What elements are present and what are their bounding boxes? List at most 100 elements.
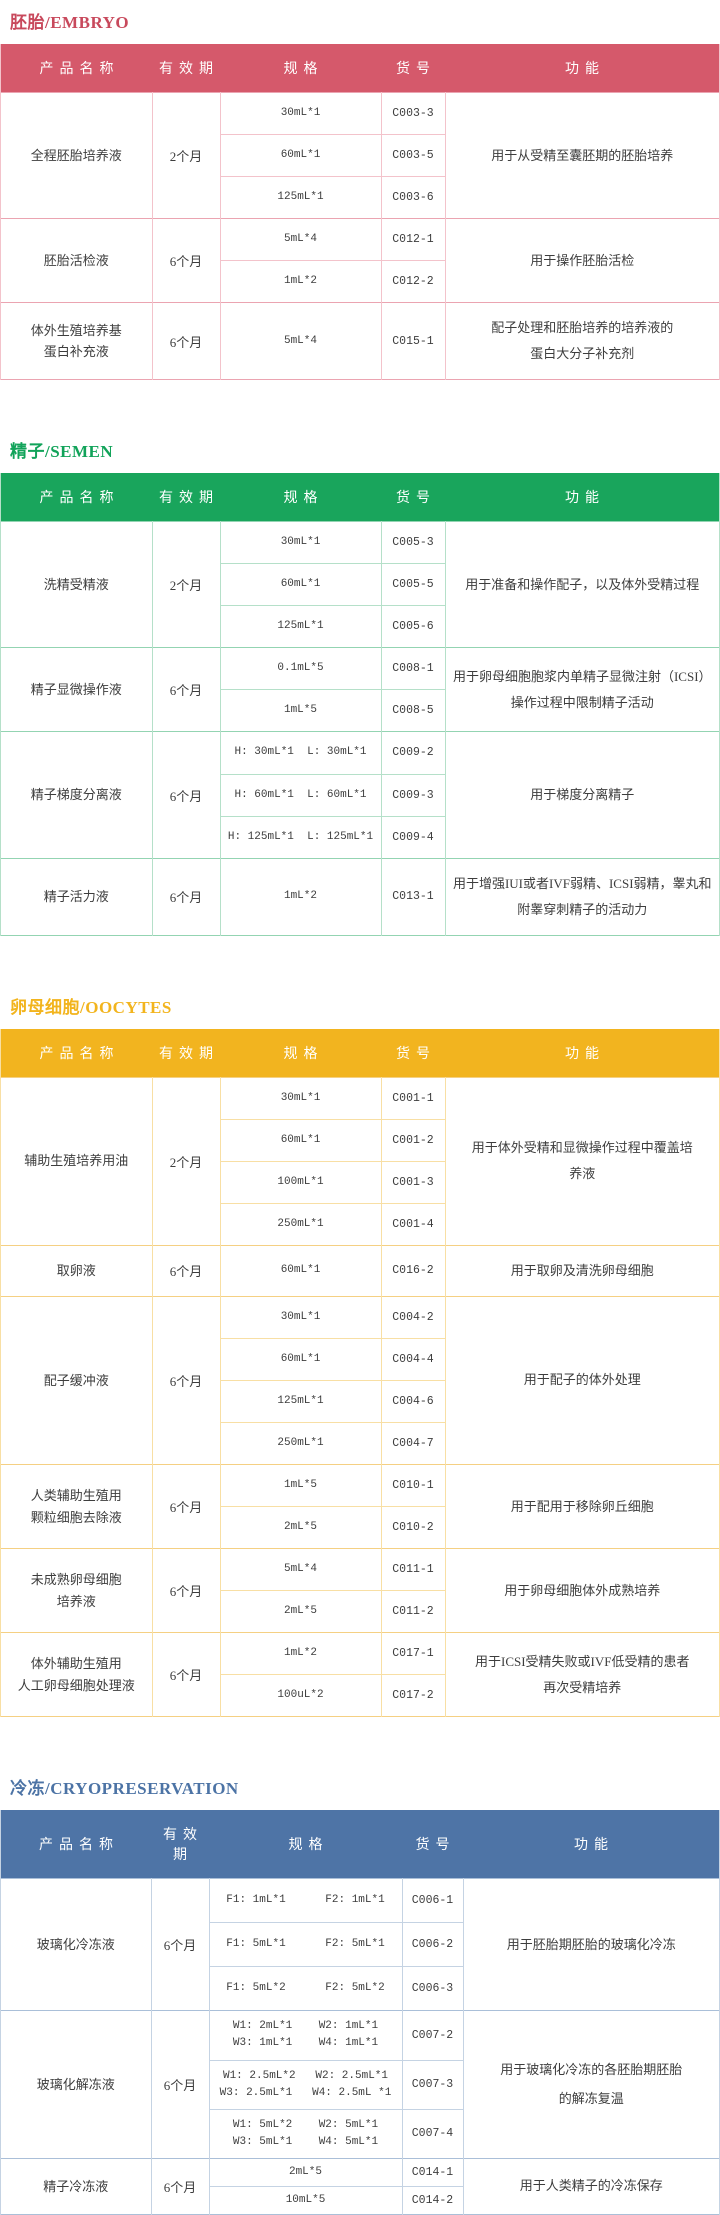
column-header: 有效期 — [152, 1028, 220, 1078]
product-row: 1mL*2 C012-2 — [1, 260, 720, 303]
catalog-number-cell: C001-4 — [380, 1202, 446, 1246]
product-row: 人类辅助生殖用 颗粒细胞去除液 6个月 1mL*5 C010-1 用于配用于移除卵丘细胞 — [0, 1463, 720, 1549]
column-header: 货号 — [381, 1028, 445, 1078]
product-name-cell: 未成熟卵母细胞 培养液 — [0, 1548, 153, 1633]
catalog-number-cell: C017-1 — [380, 1632, 446, 1675]
column-header: 有效期 — [151, 1810, 209, 1879]
catalog-number-cell: C004-7 — [380, 1421, 446, 1465]
product-row: 配子缓冲液 6个月 30mL*1 C004-2 用于配子的体外处理 — [0, 1295, 720, 1465]
spec-cell: 125mL*1 — [219, 605, 382, 648]
product-name-cell: 玻璃化解冻液 — [0, 2010, 152, 2159]
product-name-cell: 玻璃化冷冻液 — [0, 1878, 152, 2011]
oocytes-products-table: 产品名称 有效期 规格 货号 功能 辅助生殖培养用油 2个月 30mL*1 C001-1 用于体外… — [0, 1028, 720, 1718]
catalog-number-cell: C005-5 — [380, 563, 446, 606]
spec-cell: F1: 5mL*1 F2: 5mL*1 — [208, 1922, 403, 1967]
column-header: 有效期 — [152, 473, 220, 522]
product-row: 250mL*1 C001-4 — [1, 1202, 720, 1246]
catalog-number-cell: C012-2 — [380, 260, 446, 303]
product-row: 60mL*1 C001-2 — [1, 1118, 720, 1162]
catalog-number-cell: C007-3 — [401, 2059, 464, 2110]
function-cell: 用于取卵及清洗卵母细胞 — [444, 1244, 720, 1297]
function-cell: 用于配子的体外处理 — [444, 1295, 720, 1465]
product-name-cell: 胚胎活检液 — [0, 218, 153, 303]
catalog-number-cell: C016-2 — [380, 1244, 446, 1297]
spec-cell: 30mL*1 — [219, 91, 382, 135]
embryo-products-table: 产品名称 有效期 规格 货号 功能 全程胚胎培养液 2个月 30mL*1 C003-3 用于从受精… — [0, 44, 720, 381]
column-header: 有效期 — [152, 44, 220, 93]
validity-cell: 2个月 — [151, 1076, 221, 1246]
product-row: 体外辅助生殖用 人工卵母细胞处理液 6个月 1mL*2 C017-1 用于ICSI受精失… — [0, 1632, 720, 1717]
spec-cell: 2mL*5 — [219, 1506, 382, 1549]
section-oocytes: 卵母细胞/OOCYTES 产品名称 有效期 规格 货号 功能 辅助生殖培养用油 2个月 30m… — [0, 993, 720, 1718]
function-cell: 用于人类精子的冷冻保存 — [462, 2157, 720, 2215]
spec-cell: W1: 5mL*2 W2: 5mL*1 W3: 5mL*1 W4: 5mL*1 — [208, 2108, 403, 2159]
catalog-number-cell: C008-1 — [380, 647, 446, 690]
validity-cell: 2个月 — [151, 91, 221, 219]
product-row: 60mL*1 C003-5 — [1, 134, 720, 177]
catalog-number-cell: C011-2 — [380, 1590, 446, 1633]
catalog-number-cell: C012-1 — [380, 218, 446, 261]
catalog-number-cell: C009-3 — [380, 773, 446, 817]
function-cell: 用于ICSI受精失败或IVF低受精的患者 再次受精培养 — [444, 1632, 720, 1717]
column-header: 规格 — [220, 1028, 381, 1078]
catalog-number-cell: C003-6 — [380, 176, 446, 219]
product-row: 精子冷冻液 6个月 2mL*5 C014-1 用于人类精子的冷冻保存 — [0, 2157, 720, 2215]
product-row: H: 60mL*1 L: 60mL*1 C009-3 — [1, 773, 720, 817]
product-row: F1: 5mL*1 F2: 5mL*1 C006-2 — [1, 1922, 720, 1967]
catalog-number-cell: C001-2 — [380, 1118, 446, 1162]
spec-cell: 1mL*2 — [219, 857, 382, 936]
column-header: 规格 — [220, 44, 381, 93]
spec-cell: 60mL*1 — [219, 1118, 382, 1162]
product-name-cell: 体外生殖培养基 蛋白补充液 — [0, 302, 153, 380]
product-row: 洗精受精液 2个月 30mL*1 C005-3 用于准备和操作配子，以及体外受精过程 — [0, 521, 720, 648]
product-row: 体外生殖培养基 蛋白补充液 6个月 5mL*4 C015-1 配子处理和胚胎培养的培养液… — [0, 302, 720, 380]
spec-cell: 30mL*1 — [219, 1295, 382, 1339]
column-header: 货号 — [402, 1810, 463, 1879]
catalog-number-cell: C003-5 — [380, 134, 446, 177]
cryopreservation-products-table: 产品名称 有效期 规格 货号 功能 玻璃化冷冻液 6个月 F1: 1mL*1 F2: 1mL*… — [0, 1810, 720, 2215]
spec-cell: 100mL*1 — [219, 1160, 382, 1204]
product-name-cell: 全程胚胎培养液 — [0, 91, 153, 219]
product-row: F1: 5mL*2 F2: 5mL*2 C006-3 — [1, 1966, 720, 2011]
validity-cell: 6个月 — [151, 1244, 221, 1297]
column-header: 产品名称 — [0, 1028, 152, 1078]
spec-cell: 30mL*1 — [219, 521, 382, 564]
spec-cell: 1mL*2 — [219, 260, 382, 303]
spec-cell: 100uL*2 — [219, 1674, 382, 1717]
column-header: 功能 — [463, 1810, 720, 1879]
catalog-number-cell: C004-4 — [380, 1337, 446, 1381]
catalog-number-cell: C013-1 — [380, 857, 446, 936]
validity-cell: 6个月 — [150, 1878, 210, 2011]
product-name-cell: 配子缓冲液 — [0, 1295, 153, 1465]
function-cell: 用于准备和操作配子，以及体外受精过程 — [444, 521, 720, 648]
spec-cell: F1: 1mL*1 F2: 1mL*1 — [208, 1878, 403, 1923]
catalog-number-cell: C010-1 — [380, 1463, 446, 1507]
product-name-cell: 体外辅助生殖用 人工卵母细胞处理液 — [0, 1632, 153, 1717]
product-row: 125mL*1 C004-6 — [1, 1379, 720, 1423]
column-header: 规格 — [220, 473, 381, 522]
spec-cell: H: 125mL*1 L: 125mL*1 — [219, 815, 382, 859]
catalog-number-cell: C005-3 — [380, 521, 446, 564]
catalog-number-cell: C004-2 — [380, 1295, 446, 1339]
product-name-cell: 精子冷冻液 — [0, 2157, 152, 2215]
column-header: 功能 — [445, 473, 720, 522]
product-row: 250mL*1 C004-7 — [1, 1421, 720, 1465]
column-header: 产品名称 — [0, 473, 152, 522]
header-row: 产品名称 有效期 规格 货号 功能 — [0, 1028, 720, 1078]
column-header: 规格 — [209, 1810, 402, 1879]
function-cell: 用于卵母细胞胞浆内单精子显微注射（ICSI） 操作过程中限制精子活动 — [444, 647, 720, 732]
function-cell: 配子处理和胚胎培养的培养液的 蛋白大分子补充剂 — [444, 302, 720, 380]
spec-cell: H: 30mL*1 L: 30mL*1 — [219, 731, 382, 775]
validity-cell: 6个月 — [151, 302, 221, 380]
column-header: 货号 — [381, 44, 445, 93]
catalog-number-cell: C003-3 — [380, 91, 446, 135]
spec-cell: 125mL*1 — [219, 176, 382, 219]
spec-cell: 30mL*1 — [219, 1076, 382, 1120]
spec-cell: F1: 5mL*2 F2: 5mL*2 — [208, 1966, 403, 2011]
product-row: 125mL*1 C003-6 — [1, 176, 720, 219]
catalog-number-cell: C006-2 — [401, 1922, 464, 1967]
function-cell: 用于梯度分离精子 — [444, 731, 720, 859]
section-title: 卵母细胞/OOCYTES — [10, 997, 172, 1017]
validity-cell: 6个月 — [151, 218, 221, 303]
column-header: 货号 — [381, 473, 445, 522]
